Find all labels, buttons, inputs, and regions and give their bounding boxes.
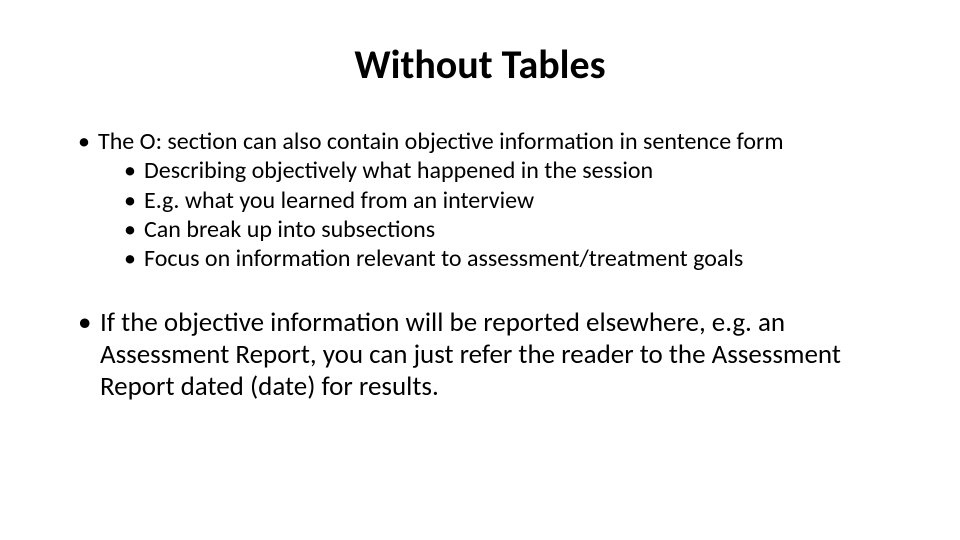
sub-bullet-text: Describing objectively what happened in … (144, 156, 653, 185)
slide-container: Without Tables The O: section can also c… (0, 0, 960, 540)
slide-title: Without Tables (60, 40, 900, 89)
bullet-text: The O: section can also contain objectiv… (98, 127, 784, 156)
sub-bullet-text: Can break up into subsections (144, 215, 435, 244)
bullet-text: If the objective information will be rep… (100, 306, 841, 403)
sub-bullet-text: Focus on information relevant to assessm… (144, 244, 743, 273)
bullet-block-2: If the objective information will be rep… (78, 307, 900, 403)
sub-bullet-list: Describing objectively what happened in … (124, 156, 900, 273)
bullet-block-1: The O: section can also contain objectiv… (78, 127, 900, 273)
sub-bullet-text: E.g. what you learned from an interview (144, 186, 534, 215)
sub-bullet-item: Describing objectively what happened in … (124, 156, 900, 185)
bullet-item: If the objective information will be rep… (78, 307, 900, 403)
bullet-item: The O: section can also contain objectiv… (78, 127, 900, 273)
slide-body: The O: section can also contain objectiv… (60, 127, 900, 403)
sub-bullet-item: Focus on information relevant to assessm… (124, 244, 900, 273)
sub-bullet-item: Can break up into subsections (124, 215, 900, 244)
sub-bullet-item: E.g. what you learned from an interview (124, 186, 900, 215)
